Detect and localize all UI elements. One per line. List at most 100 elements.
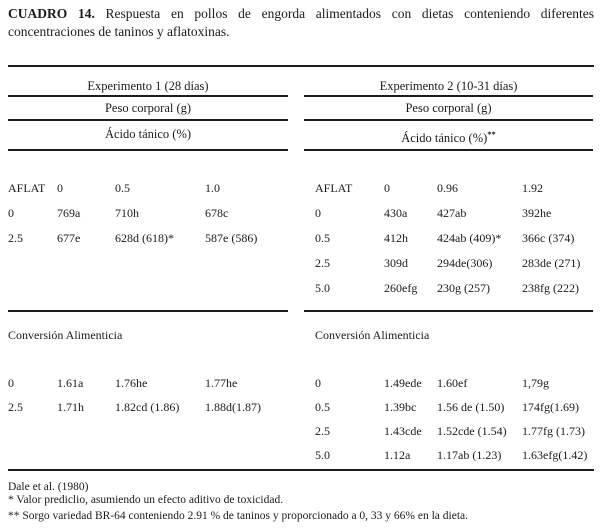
table-cell: 710h bbox=[115, 206, 139, 220]
table-cell: AFLAT bbox=[315, 181, 353, 195]
table-rule-mid bbox=[8, 310, 288, 312]
table-cell: 412h bbox=[384, 231, 408, 245]
table-cell: 2.5 bbox=[8, 400, 23, 414]
table-cell: 587e (586) bbox=[205, 231, 258, 245]
table-cell: 1.76he bbox=[115, 376, 148, 390]
table-cell: 2.5 bbox=[315, 256, 330, 270]
title-line-2: concentraciones de taninos y aflatoxinas… bbox=[8, 24, 230, 39]
table-cell: 1.39bc bbox=[384, 400, 417, 414]
table-row: 5.0 260efg 230g (257) 238fg (222) bbox=[305, 281, 600, 296]
document-title: CUADRO 14. Respuesta en pollos de engord… bbox=[8, 5, 594, 41]
table-cell: 5.0 bbox=[315, 281, 330, 295]
table-row: 2.5 1.71h 1.82cd (1.86) 1.88d(1.87) bbox=[8, 400, 302, 415]
table-cell: 294de(306) bbox=[437, 256, 493, 270]
table-row: 2.5 309d 294de(306) 283de (271) bbox=[305, 256, 600, 271]
table-cell: 677e bbox=[57, 231, 81, 245]
exp1-acido-label: Ácido tánico (%) bbox=[104, 127, 192, 141]
table-cell: 0.5 bbox=[315, 400, 330, 414]
table-cell: 392he bbox=[522, 206, 552, 220]
table-row: 0.5 1.39bc 1.56 de (1.50) 174fg(1.69) bbox=[305, 400, 600, 415]
table-row: 0 1.49ede 1.60ef 1,79g bbox=[305, 376, 600, 391]
table-cell: 230g (257) bbox=[437, 281, 490, 295]
table-row: 0 1.61a 1.76he 1.77he bbox=[8, 376, 302, 391]
table-cell: 0.96 bbox=[437, 181, 458, 195]
title-line-1: CUADRO 14. Respuesta en pollos de engord… bbox=[8, 5, 594, 23]
table-cell: 238fg (222) bbox=[522, 281, 579, 295]
table-cell: 1,79g bbox=[522, 376, 549, 390]
table-cell: 1.88d(1.87) bbox=[205, 400, 261, 414]
table-cell: 366c (374) bbox=[522, 231, 575, 245]
table-cell: 1.92 bbox=[522, 181, 543, 195]
footnote-asterisk: * Valor prediclio, asumiendo un efecto a… bbox=[8, 494, 284, 506]
table-cell: 0 bbox=[57, 181, 63, 195]
table-cell: 678c bbox=[205, 206, 229, 220]
table-rule bbox=[304, 119, 593, 121]
table-cell: 1.49ede bbox=[384, 376, 422, 390]
table-cell: 424ab (409)* bbox=[437, 231, 502, 245]
table-cell: 2.5 bbox=[315, 424, 330, 438]
table-cell: 1.77he bbox=[205, 376, 238, 390]
table-cell: 0 bbox=[8, 206, 14, 220]
table-cell: 769a bbox=[57, 206, 81, 220]
footnote-source: Dale et al. (1980) bbox=[8, 481, 89, 493]
exp2-conversion-label: Conversión Alimenticia bbox=[315, 328, 430, 342]
table-cell: 309d bbox=[384, 256, 408, 270]
table-rule bbox=[8, 149, 288, 151]
table-row: 5.0 1.12a 1.17ab (1.23) 1.63efg(1.42) bbox=[305, 448, 600, 463]
table-rule bbox=[8, 119, 288, 121]
table-rule bbox=[304, 149, 593, 151]
exp2-aflat-header-row: AFLAT 0 0.96 1.92 bbox=[305, 181, 600, 196]
table-rule bbox=[304, 95, 593, 97]
table-cell: 0 bbox=[8, 376, 14, 390]
table-row: 2.5 1.43cde 1.52cde (1.54) 1.77fg (1.73) bbox=[305, 424, 600, 439]
table-cell: 1.71h bbox=[57, 400, 84, 414]
table-rule-mid bbox=[304, 310, 593, 312]
table-rule bbox=[8, 95, 288, 97]
exp2-acido-label: Ácido tánico (%) bbox=[401, 131, 488, 146]
table-cell: AFLAT bbox=[8, 181, 46, 195]
table-cell: 0 bbox=[384, 181, 390, 195]
title-text: Respuesta en pollos de engorda alimentad… bbox=[105, 6, 595, 21]
table-cell: 1.82cd (1.86) bbox=[115, 400, 180, 414]
table-cell: 5.0 bbox=[315, 448, 330, 462]
exp1-conversion-label: Conversión Alimenticia bbox=[8, 328, 123, 342]
table-number-label: CUADRO 14. bbox=[8, 6, 95, 21]
table-row: 0 769a 710h 678c bbox=[8, 206, 302, 221]
footnote-double-asterisk: ** Sorgo variedad BR-64 conteniendo 2.91… bbox=[8, 510, 469, 522]
table-cell: 0 bbox=[315, 376, 321, 390]
table-cell: 430a bbox=[384, 206, 408, 220]
table-row: 0.5 412h 424ab (409)* 366c (374) bbox=[305, 231, 600, 246]
exp2-subheader-peso: Peso corporal (g) bbox=[405, 101, 492, 115]
table-cell: 283de (271) bbox=[522, 256, 581, 270]
table-cell: 1.63efg(1.42) bbox=[522, 448, 588, 462]
table-cell: 0.5 bbox=[315, 231, 330, 245]
double-asterisk-superscript: ** bbox=[487, 129, 496, 139]
table-cell: 1.56 de (1.50) bbox=[437, 400, 505, 414]
table-cell: 1.12a bbox=[384, 448, 411, 462]
table-cell: 1.0 bbox=[205, 181, 220, 195]
exp2-header: Experimento 2 (10-31 días) bbox=[379, 79, 518, 93]
exp1-subheader-peso: Peso corporal (g) bbox=[104, 101, 192, 115]
table-cell: 0.5 bbox=[115, 181, 130, 195]
table-rule-bottom bbox=[8, 469, 594, 471]
table-cell: 1.61a bbox=[57, 376, 84, 390]
exp1-header: Experimento 1 (28 días) bbox=[87, 79, 209, 93]
exp1-subheader-acido: Ácido tánico (%) bbox=[8, 127, 288, 142]
table-cell: 260efg bbox=[384, 281, 418, 295]
exp2-subheader-acido: Ácido tánico (%)** bbox=[304, 127, 593, 146]
table-cell: 1.60ef bbox=[437, 376, 468, 390]
table-cell: 2.5 bbox=[8, 231, 23, 245]
table-row: 2.5 677e 628d (618)* 587e (586) bbox=[8, 231, 302, 246]
table-cell: 0 bbox=[315, 206, 321, 220]
table-rule-top bbox=[8, 65, 594, 67]
table-cell: 628d (618)* bbox=[115, 231, 174, 245]
table-cell: 1.77fg (1.73) bbox=[522, 424, 585, 438]
table-row: 0 430a 427ab 392he bbox=[305, 206, 600, 221]
table-cell: 1.43cde bbox=[384, 424, 422, 438]
exp1-aflat-header-row: AFLAT 0 0.5 1.0 bbox=[8, 181, 302, 196]
table-cell: 174fg(1.69) bbox=[522, 400, 579, 414]
table-cell: 1.52cde (1.54) bbox=[437, 424, 507, 438]
table-cell: 427ab bbox=[437, 206, 467, 220]
table-cell: 1.17ab (1.23) bbox=[437, 448, 502, 462]
